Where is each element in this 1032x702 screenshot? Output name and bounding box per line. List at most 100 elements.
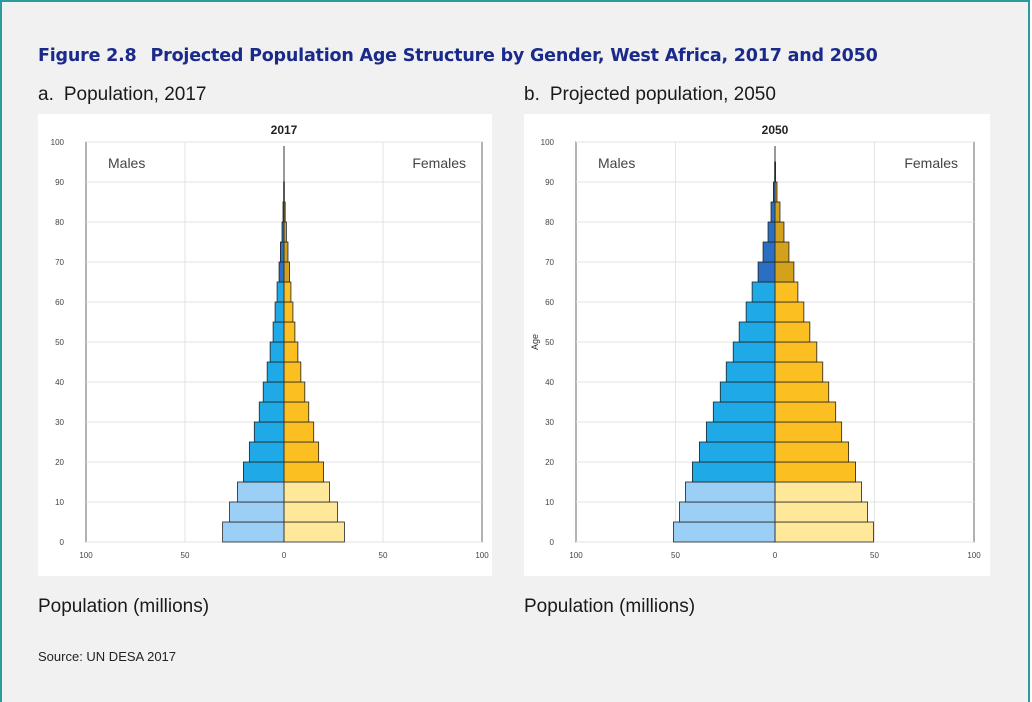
panel-b-label: b. Projected population, 2050 — [524, 84, 776, 106]
bar-female — [283, 301, 294, 323]
y-tick-label: 80 — [55, 218, 64, 227]
y-tick-label: 30 — [545, 418, 554, 427]
bar-male — [258, 401, 285, 423]
panel-b-letter: b. — [524, 84, 540, 105]
y-tick-label: 0 — [550, 538, 555, 547]
y-tick-label: 80 — [545, 218, 554, 227]
panel-b-title: Projected population, 2050 — [549, 84, 776, 105]
panel-b-xcaption: Population (millions) — [524, 596, 696, 617]
x-tick-label: 100 — [569, 551, 583, 560]
figure-number: Figure 2.8 — [38, 46, 137, 66]
bar-female — [283, 461, 324, 483]
y-tick-label: 40 — [55, 378, 64, 387]
bar-female — [774, 361, 824, 383]
bar-female — [774, 481, 862, 503]
bar-male — [280, 241, 285, 263]
series-label-females: Females — [412, 155, 466, 171]
x-tick-label: 0 — [282, 551, 287, 560]
y-axis-label: Age — [530, 334, 540, 350]
figure-title: Figure 2.8 Projected Population Age Struc… — [38, 46, 878, 66]
bar-male — [269, 341, 285, 363]
y-tick-label: 90 — [545, 178, 554, 187]
bar-male — [253, 421, 285, 443]
bar-female — [283, 281, 292, 303]
bar-female — [283, 441, 320, 463]
x-tick-label: 100 — [79, 551, 93, 560]
y-tick-label: 0 — [60, 538, 65, 547]
y-tick-label: 10 — [545, 498, 554, 507]
bar-male — [745, 301, 776, 323]
bar-male — [222, 521, 285, 543]
bar-female — [283, 501, 338, 523]
bar-female — [774, 221, 785, 243]
bar-female — [774, 281, 799, 303]
bar-female — [774, 321, 811, 343]
y-tick-label: 50 — [545, 338, 554, 347]
bar-male — [757, 261, 776, 283]
y-tick-label: 100 — [51, 138, 65, 147]
bar-male — [751, 281, 776, 303]
figure-title-text: Projected Population Age Structure by Ge… — [150, 46, 878, 66]
bar-female — [774, 341, 818, 363]
bar-male — [738, 321, 776, 343]
bar-female — [774, 421, 843, 443]
y-tick-label: 30 — [55, 418, 64, 427]
bar-female — [774, 261, 795, 283]
y-tick-label: 20 — [55, 458, 64, 467]
bar-female — [774, 241, 790, 263]
bar-female — [283, 381, 306, 403]
bar-male — [262, 381, 285, 403]
x-tick-label: 50 — [181, 551, 190, 560]
bar-male — [272, 321, 285, 343]
bar-female — [774, 201, 781, 223]
chart-2050-box: 2050 0 10 20 30 40 50 60 70 80 90 100 100 50 0 50 100 Age… — [524, 114, 990, 576]
chart-2017-box: 2017 0 10 20 30 40 50 60 70 80 90 100 100 50 0 50 100 Mal… — [38, 114, 492, 576]
bar-male — [237, 481, 285, 503]
bar-male — [673, 521, 776, 543]
pyramid-chart-2017: 2017 0 10 20 30 40 50 60 70 80 90 100 100 50 0 50 100 Mal… — [51, 123, 490, 560]
panel-a-letter: a. — [38, 84, 54, 105]
bar-female — [774, 461, 856, 483]
y-tick-label: 60 — [55, 298, 64, 307]
panel-a-title: Population, 2017 — [63, 84, 207, 105]
bar-male — [698, 441, 776, 463]
y-tick-label: 90 — [55, 178, 64, 187]
bar-male — [732, 341, 776, 363]
bar-male — [725, 361, 776, 383]
bar-female — [774, 401, 837, 423]
bar-female — [283, 241, 289, 263]
y-tick-label: 20 — [545, 458, 554, 467]
bar-male — [248, 441, 285, 463]
bar-female — [283, 341, 299, 363]
bar-male — [767, 221, 776, 243]
x-tick-label: 50 — [379, 551, 388, 560]
bar-female — [774, 441, 850, 463]
x-tick-label: 0 — [773, 551, 778, 560]
bar-female — [283, 321, 296, 343]
panel-a-label: a. Population, 2017 — [38, 84, 206, 106]
bar-female — [283, 261, 290, 283]
series-label-females: Females — [904, 155, 958, 171]
x-tick-label: 100 — [967, 551, 981, 560]
x-tick-label: 100 — [475, 551, 489, 560]
y-tick-label: 70 — [55, 258, 64, 267]
bar-male — [278, 261, 285, 283]
y-tick-label: 10 — [55, 498, 64, 507]
chart-title: 2050 — [762, 123, 789, 137]
bar-male — [274, 301, 285, 323]
bar-male — [679, 501, 776, 523]
source-note: Source: UN DESA 2017 — [38, 649, 177, 664]
pyramid-chart-2050: 2050 0 10 20 30 40 50 60 70 80 90 100 100 50 0 50 100 Age… — [530, 123, 981, 560]
bar-male — [719, 381, 776, 403]
bar-male — [712, 401, 776, 423]
bar-female — [283, 421, 315, 443]
bar-male — [685, 481, 776, 503]
panel-a-xcaption: Population (millions) — [38, 596, 210, 617]
y-tick-label: 70 — [545, 258, 554, 267]
x-tick-label: 50 — [870, 551, 879, 560]
bar-female — [774, 301, 805, 323]
bar-male — [705, 421, 776, 443]
bar-female — [774, 501, 868, 523]
bar-male — [276, 281, 285, 303]
y-tick-label: 100 — [541, 138, 555, 147]
